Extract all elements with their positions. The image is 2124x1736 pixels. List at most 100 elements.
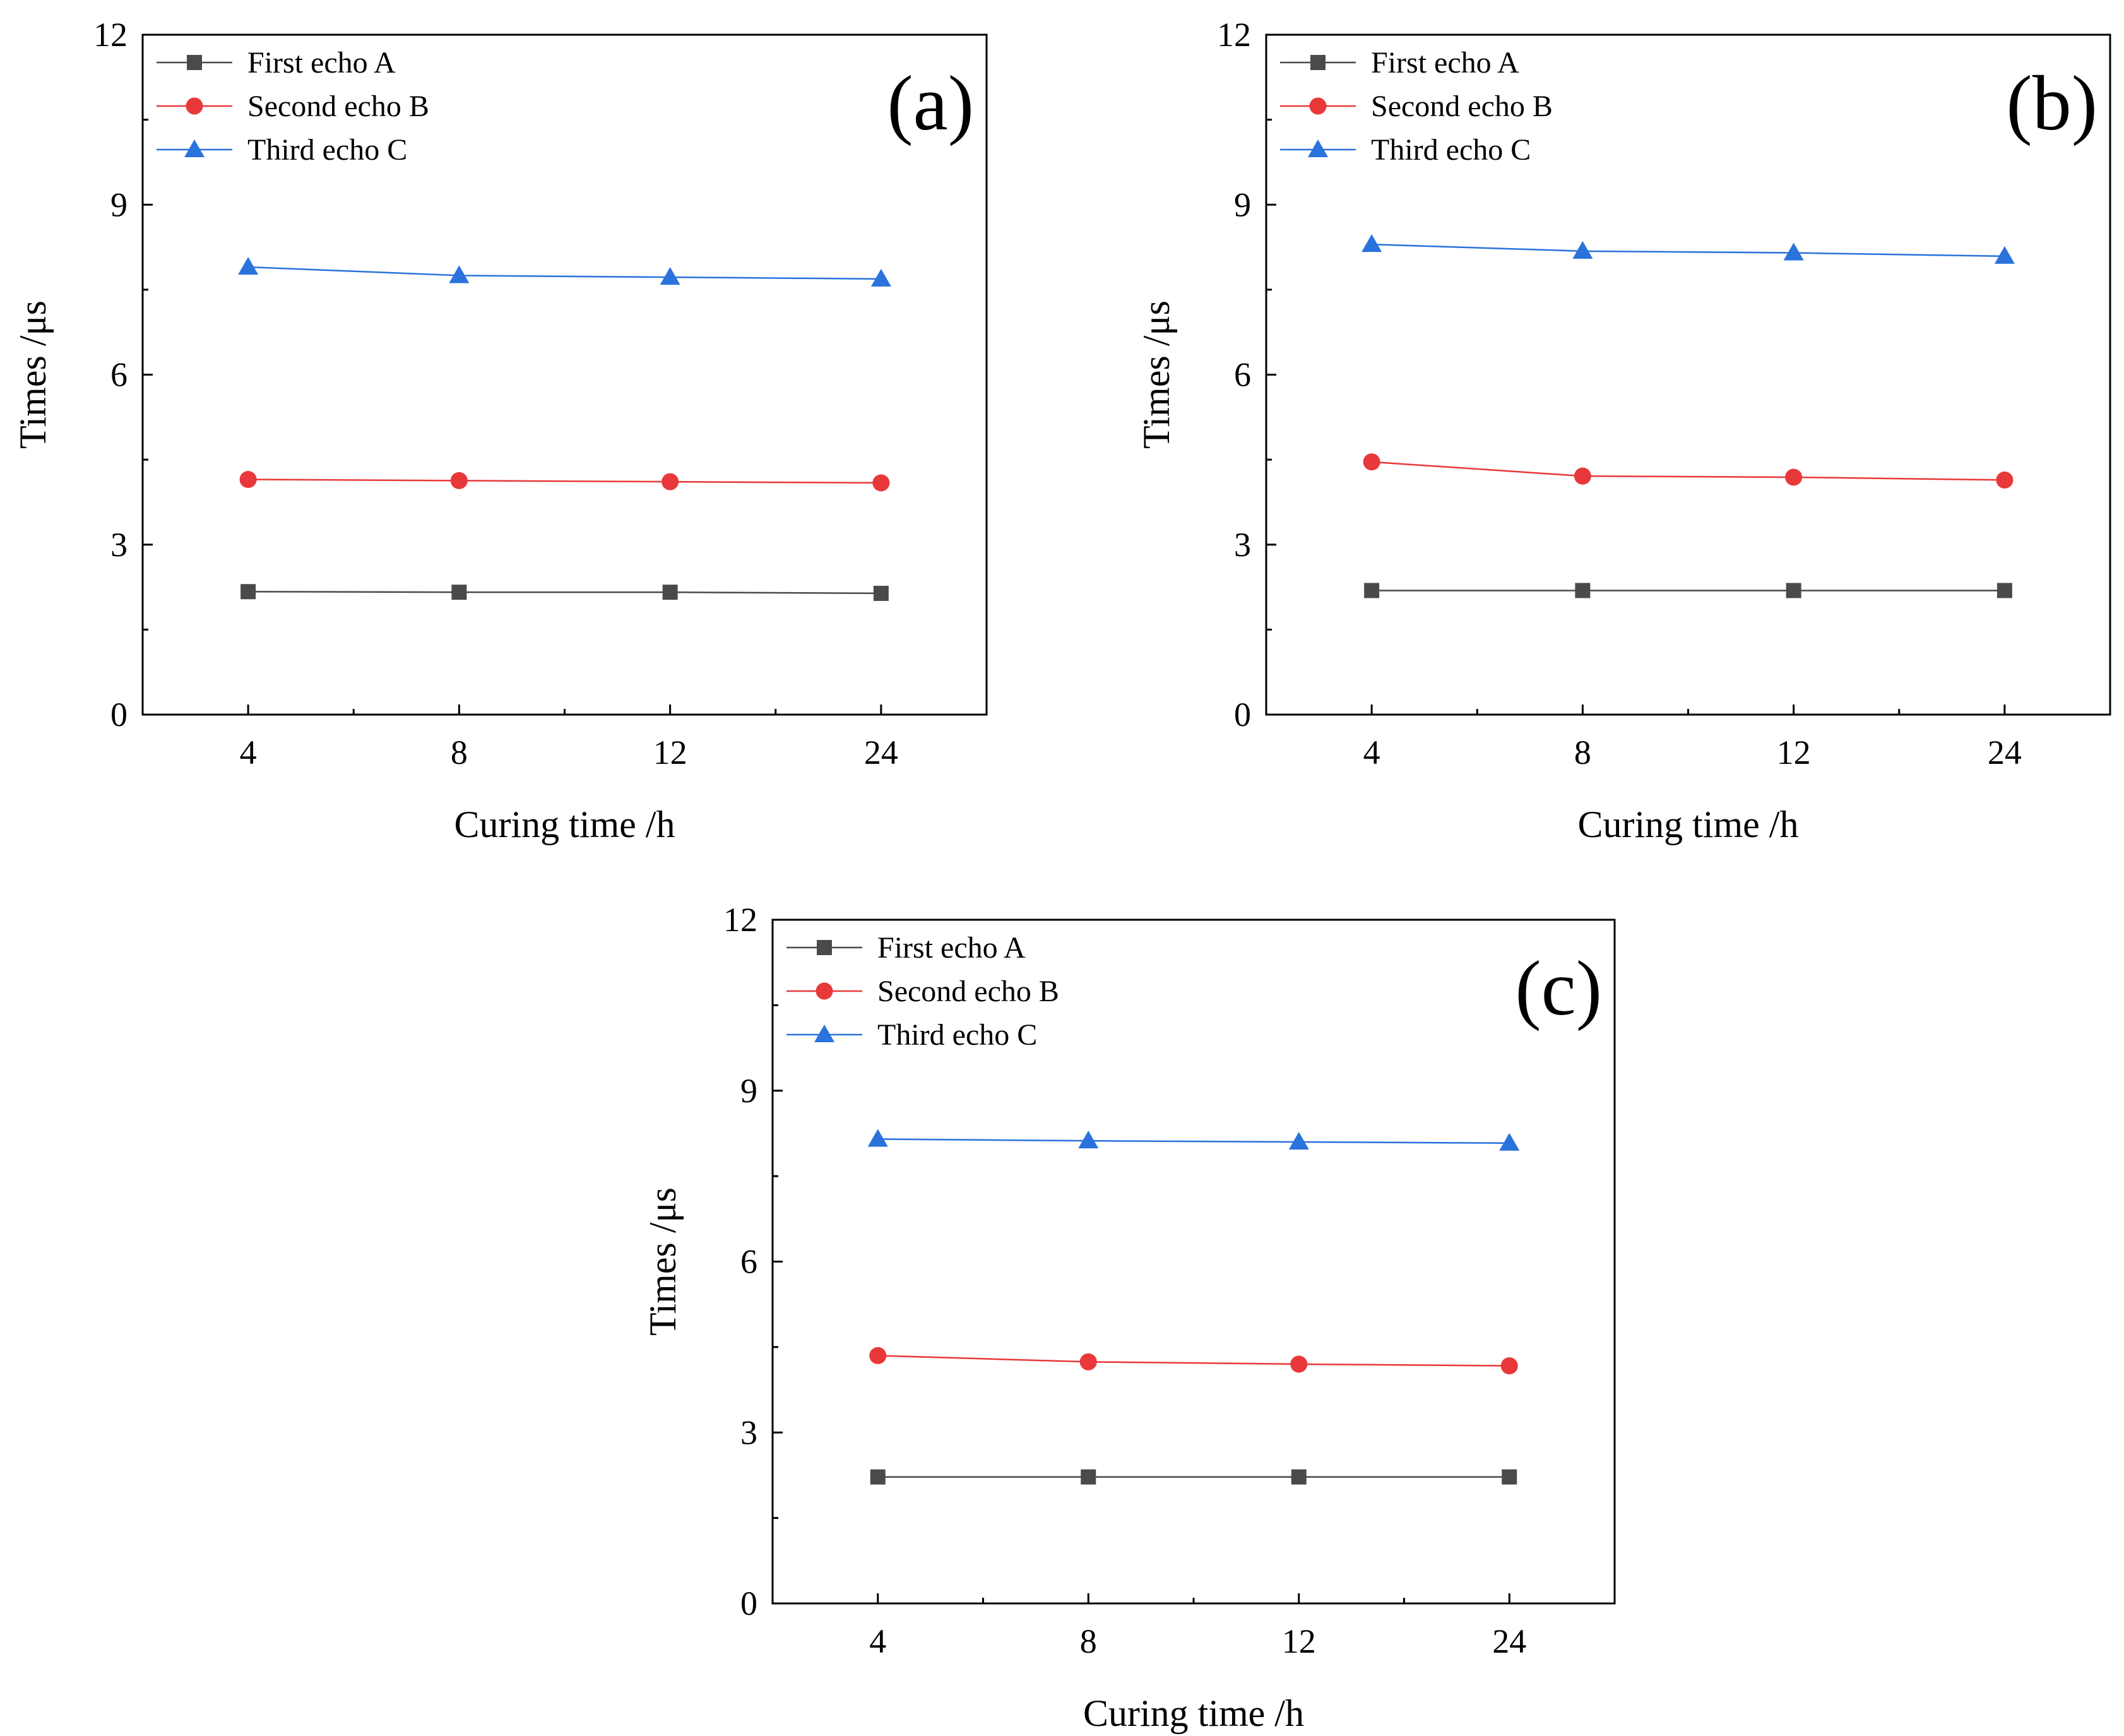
y-tick-label: 9: [1234, 186, 1251, 223]
panel-label: (a): [887, 60, 974, 146]
data-point: [1996, 471, 2014, 489]
x-tick-label: 12: [1282, 1622, 1316, 1660]
legend-item-3: Third echo C: [786, 1018, 1037, 1052]
series-1: [870, 1469, 1517, 1485]
data-point: [238, 256, 259, 275]
y-tick-label: 12: [1217, 16, 1251, 54]
data-point: [451, 585, 467, 600]
data-point: [870, 1469, 886, 1485]
y-tick-label: 0: [110, 696, 128, 734]
data-point: [1364, 583, 1380, 598]
y-tick-label: 6: [110, 356, 128, 394]
data-point: [867, 1129, 888, 1147]
x-axis-title: Curing time /h: [1578, 804, 1799, 845]
y-tick-label: 0: [1234, 696, 1251, 734]
data-point: [869, 1347, 887, 1364]
legend-marker: [1308, 140, 1328, 157]
series-line: [248, 266, 881, 280]
data-point: [662, 473, 679, 490]
legend-label: First echo A: [1371, 46, 1519, 80]
series-line: [1372, 243, 2005, 258]
x-tick-label: 8: [1574, 734, 1591, 771]
y-tick-label: 9: [740, 1072, 757, 1110]
legend-marker: [814, 1025, 834, 1042]
y-tick-label: 3: [110, 526, 128, 564]
series-2: [1363, 453, 2014, 489]
series-line: [248, 590, 881, 595]
y-tick-label: 3: [1234, 526, 1251, 564]
x-tick-label: 12: [1777, 734, 1811, 771]
legend-item-1: First echo A: [1280, 46, 1519, 80]
x-tick-label: 24: [1492, 1622, 1526, 1660]
data-point: [1783, 242, 1804, 261]
data-point: [1575, 583, 1591, 598]
legend-label: First echo A: [877, 931, 1026, 965]
data-point: [1079, 1353, 1097, 1370]
data-point: [1786, 583, 1801, 598]
legend-label: Second echo B: [877, 975, 1059, 1008]
series-3: [867, 1129, 1520, 1151]
data-point: [1502, 1469, 1517, 1485]
data-point: [1290, 1355, 1308, 1373]
data-point: [239, 471, 257, 489]
series-line: [877, 1355, 1510, 1367]
data-point: [1574, 467, 1591, 485]
data-point: [449, 265, 470, 283]
y-tick-label: 0: [740, 1584, 757, 1622]
y-axis-title: Times /μs: [1136, 300, 1177, 449]
legend-marker: [186, 97, 203, 115]
legend-marker: [817, 940, 832, 955]
data-point: [873, 585, 889, 601]
series-1: [1364, 583, 2012, 598]
legend-label: First echo A: [247, 46, 396, 80]
legend-marker: [1310, 55, 1326, 70]
data-point: [240, 584, 256, 600]
data-point: [872, 474, 890, 492]
data-point: [1288, 1131, 1309, 1150]
legend-item-2: Second echo B: [157, 90, 429, 123]
y-tick-label: 6: [740, 1243, 757, 1281]
legend-item-3: Third echo C: [1280, 133, 1531, 167]
legend-label: Third echo C: [247, 133, 407, 167]
series-line: [877, 1138, 1510, 1144]
series-line: [248, 479, 881, 484]
series-2: [869, 1347, 1518, 1375]
legend-marker: [1309, 97, 1327, 115]
panel-label: (b): [2006, 60, 2097, 146]
data-point: [660, 267, 680, 285]
legend-label: Second echo B: [1371, 90, 1553, 123]
data-point: [1499, 1133, 1520, 1151]
data-point: [450, 472, 468, 489]
x-tick-label: 4: [240, 734, 257, 771]
data-point: [662, 585, 678, 600]
y-tick-label: 3: [740, 1413, 757, 1451]
y-tick-label: 9: [110, 186, 128, 223]
data-point: [1362, 234, 1382, 253]
data-point: [1785, 468, 1803, 486]
legend-item-2: Second echo B: [786, 975, 1059, 1008]
chart-panel-a: 0 3 6 9 12 4 8 12 24 Curing time /h Times /μs First…: [12, 16, 988, 845]
y-tick-label: 6: [1234, 356, 1251, 394]
x-tick-label: 24: [864, 734, 898, 771]
legend-label: Second echo B: [247, 90, 429, 123]
panel-label: (c): [1515, 945, 1602, 1031]
data-point: [1572, 241, 1593, 259]
series-line: [1372, 461, 2005, 481]
chart-panel-b: 0 3 6 9 12 4 8 12 24 Curing time /h Times /μs First…: [1136, 16, 2111, 845]
data-point: [1078, 1131, 1099, 1149]
data-point: [1291, 1469, 1307, 1485]
data-point: [870, 268, 891, 287]
legend-label: Third echo C: [1371, 133, 1531, 167]
data-point: [1363, 453, 1380, 471]
x-tick-label: 4: [869, 1622, 886, 1660]
series-1: [240, 584, 889, 601]
data-point: [1996, 583, 2012, 598]
legend-item-1: First echo A: [786, 931, 1026, 965]
y-axis-title: Times /μs: [12, 300, 54, 449]
x-tick-label: 4: [1363, 734, 1380, 771]
y-axis-title: Times /μs: [642, 1187, 684, 1336]
legend-item-3: Third echo C: [157, 133, 407, 167]
legend-marker: [187, 55, 202, 70]
legend-marker: [184, 140, 205, 157]
